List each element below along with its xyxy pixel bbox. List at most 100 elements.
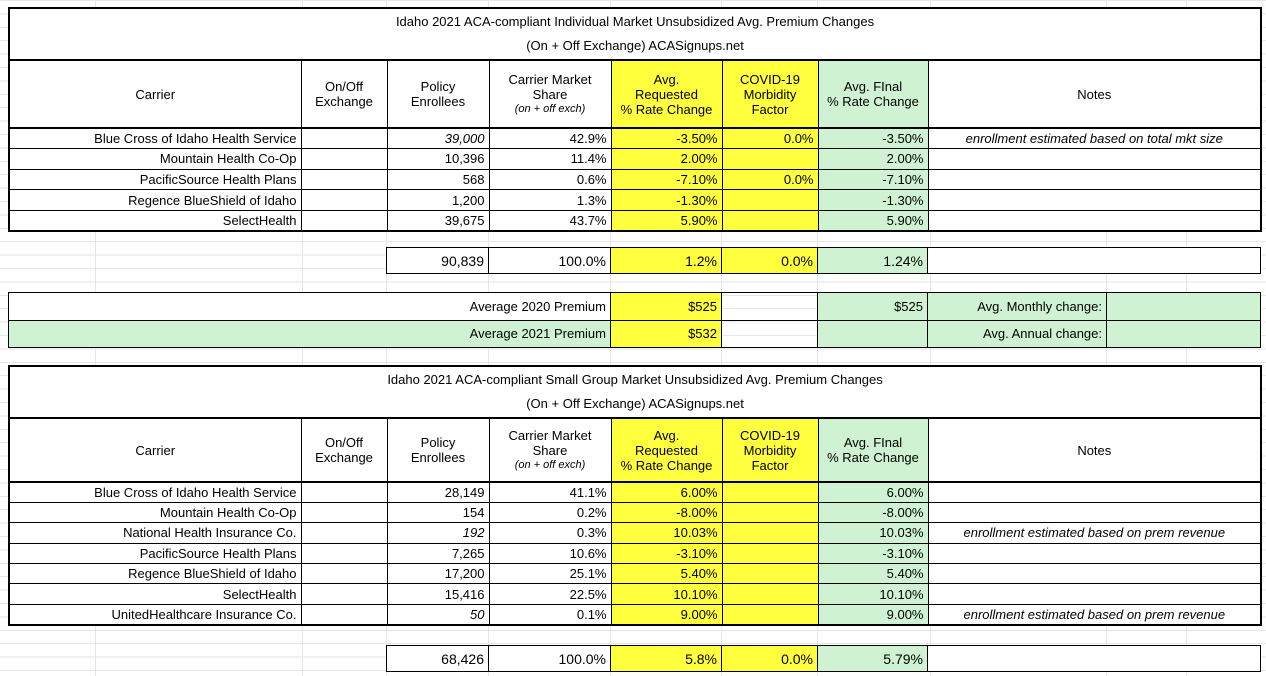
cell-exchange[interactable]	[300, 189, 388, 211]
cell-covid-factor[interactable]: 0.0%	[721, 127, 819, 150]
cell-enrollees[interactable]: 154	[386, 501, 490, 524]
cell-requested-change[interactable]: -3.10%	[610, 542, 723, 565]
cell-requested-change[interactable]: -8.00%	[610, 501, 723, 524]
cell-requested-change[interactable]: 5.90%	[610, 209, 723, 232]
cell-final-change[interactable]: 10.10%	[817, 583, 929, 605]
cell-carrier[interactable]: PacificSource Health Plans	[8, 542, 302, 565]
cell-total-requested[interactable]: 5.8%	[610, 645, 722, 672]
cell-total-note[interactable]	[927, 645, 1261, 672]
cell-requested-change[interactable]: 5.40%	[610, 563, 723, 585]
cell-total-covid[interactable]: 0.0%	[721, 645, 818, 672]
cell-requested-change[interactable]: -3.50%	[610, 127, 723, 150]
cell-covid-factor[interactable]	[721, 522, 819, 544]
header-carrier[interactable]: Carrier	[8, 59, 302, 129]
cell-avg-2020-premium-label[interactable]: Average 2020 Premium	[8, 292, 611, 321]
cell-note[interactable]	[927, 189, 1262, 211]
cell-final-change[interactable]: 10.03%	[817, 522, 929, 544]
header-covid-factor[interactable]: COVID-19 Morbidity Factor	[721, 417, 819, 483]
cell-enrollees[interactable]: 28,149	[386, 481, 490, 503]
cell-requested-change[interactable]: 6.00%	[610, 481, 723, 503]
header-enrollees[interactable]: Policy Enrollees	[386, 417, 490, 483]
cell-carrier[interactable]: National Health Insurance Co.	[8, 522, 302, 544]
cell-market-share[interactable]: 0.2%	[488, 501, 612, 524]
cell-enrollees[interactable]: 39,675	[386, 209, 490, 232]
cell-enrollees[interactable]: 15,416	[386, 583, 490, 605]
cell-market-share[interactable]: 11.4%	[488, 148, 612, 170]
cell-note[interactable]: enrollment estimated based on total mkt …	[927, 127, 1262, 150]
header-requested-change[interactable]: Avg. Requested % Rate Change	[610, 417, 723, 483]
cell-annual-change-value[interactable]	[1106, 319, 1261, 348]
cell-exchange[interactable]	[300, 603, 388, 626]
cell-exchange[interactable]	[300, 481, 388, 503]
cell-exchange[interactable]	[300, 542, 388, 565]
cell-final-change[interactable]: 9.00%	[817, 603, 929, 626]
header-carrier[interactable]: Carrier	[8, 417, 302, 483]
cell-exchange[interactable]	[300, 148, 388, 170]
cell-market-share[interactable]: 1.3%	[488, 189, 612, 211]
cell-total-note[interactable]	[927, 247, 1261, 274]
cell-exchange[interactable]	[300, 501, 388, 524]
header-market-share[interactable]: Carrier Market Share (on + off exch)	[488, 59, 612, 129]
cell-covid-factor[interactable]	[721, 583, 819, 605]
header-exchange[interactable]: On/Off Exchange	[300, 417, 388, 483]
cell-requested-change[interactable]: 10.10%	[610, 583, 723, 605]
cell-avg-2021-premium-label[interactable]: Average 2021 Premium	[8, 319, 611, 348]
cell-total-share[interactable]: 100.0%	[488, 645, 611, 672]
cell-carrier[interactable]: PacificSource Health Plans	[8, 168, 302, 191]
cell-market-share[interactable]: 41.1%	[488, 481, 612, 503]
cell-enrollees[interactable]: 1,200	[386, 189, 490, 211]
cell-total-requested[interactable]: 1.2%	[610, 247, 722, 274]
cell-carrier[interactable]: UnitedHealthcare Insurance Co.	[8, 603, 302, 626]
cell-note[interactable]: enrollment estimated based on prem reven…	[927, 603, 1262, 626]
cell-final-2021-premium[interactable]	[817, 319, 928, 348]
cell-exchange[interactable]	[300, 168, 388, 191]
cell-enrollees[interactable]: 7,265	[386, 542, 490, 565]
cell-exchange[interactable]	[300, 583, 388, 605]
cell-enrollees[interactable]: 192	[386, 522, 490, 544]
cell-final-change[interactable]: -8.00%	[817, 501, 929, 524]
cell-note[interactable]: enrollment estimated based on prem reven…	[927, 522, 1262, 544]
cell-covid-factor[interactable]	[721, 542, 819, 565]
cell-enrollees[interactable]: 39,000	[386, 127, 490, 150]
header-market-share[interactable]: Carrier Market Share (on + off exch)	[488, 417, 612, 483]
header-final-change[interactable]: Avg. FInal % Rate Change	[817, 59, 929, 129]
cell-carrier[interactable]: SelectHealth	[8, 209, 302, 232]
cell-market-share[interactable]: 10.6%	[488, 542, 612, 565]
cell-total-enrollees[interactable]: 68,426	[386, 645, 489, 672]
cell-note[interactable]	[927, 148, 1262, 170]
cell-enrollees[interactable]: 10,396	[386, 148, 490, 170]
header-exchange[interactable]: On/Off Exchange	[300, 59, 388, 129]
cell-market-share[interactable]: 0.1%	[488, 603, 612, 626]
cell-note[interactable]	[927, 583, 1262, 605]
cell-covid-factor[interactable]	[721, 209, 819, 232]
cell-final-change[interactable]: -1.30%	[817, 189, 929, 211]
cell-exchange[interactable]	[300, 563, 388, 585]
cell-monthly-change-value[interactable]	[1106, 292, 1261, 321]
cell-carrier[interactable]: Regence BlueShield of Idaho	[8, 563, 302, 585]
cell-enrollees[interactable]: 50	[386, 603, 490, 626]
cell-carrier[interactable]: Regence BlueShield of Idaho	[8, 189, 302, 211]
cell-covid-factor[interactable]: 0.0%	[721, 168, 819, 191]
cell-covid-factor[interactable]	[721, 603, 819, 626]
cell-avg-2020-premium-value[interactable]: $525	[610, 292, 722, 321]
cell-monthly-change-label[interactable]: Avg. Monthly change:	[927, 292, 1107, 321]
cell-market-share[interactable]: 43.7%	[488, 209, 612, 232]
cell-total-enrollees[interactable]: 90,839	[386, 247, 489, 274]
cell-requested-change[interactable]: 9.00%	[610, 603, 723, 626]
cell-final-change[interactable]: 6.00%	[817, 481, 929, 503]
cell-exchange[interactable]	[300, 522, 388, 544]
cell-final-change[interactable]: -7.10%	[817, 168, 929, 191]
individual-table-title[interactable]: Idaho 2021 ACA-compliant Individual Mark…	[8, 7, 1262, 61]
cell-note[interactable]	[927, 209, 1262, 232]
cell-market-share[interactable]: 0.6%	[488, 168, 612, 191]
small-group-table-title[interactable]: Idaho 2021 ACA-compliant Small Group Mar…	[8, 365, 1262, 419]
cell-final-change[interactable]: 5.90%	[817, 209, 929, 232]
cell-final-change[interactable]: 5.40%	[817, 563, 929, 585]
cell-covid-factor[interactable]	[721, 481, 819, 503]
cell-enrollees[interactable]: 568	[386, 168, 490, 191]
cell-carrier[interactable]: Blue Cross of Idaho Health Service	[8, 127, 302, 150]
cell-carrier[interactable]: Mountain Health Co-Op	[8, 148, 302, 170]
cell-market-share[interactable]: 25.1%	[488, 563, 612, 585]
cell-final-2020-premium[interactable]: $525	[817, 292, 928, 321]
header-enrollees[interactable]: Policy Enrollees	[386, 59, 490, 129]
